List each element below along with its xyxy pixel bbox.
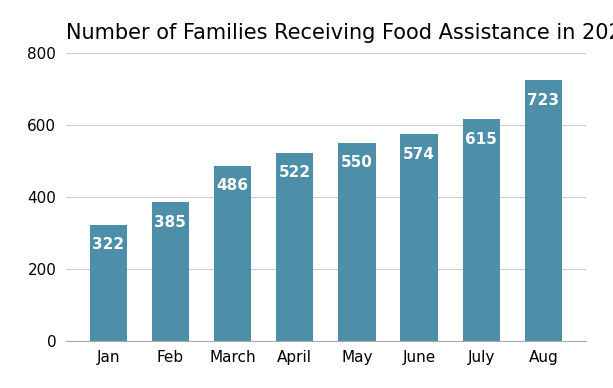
Text: 574: 574: [403, 147, 435, 161]
Text: 550: 550: [341, 155, 373, 170]
Text: 615: 615: [465, 132, 497, 147]
Text: 322: 322: [92, 237, 124, 252]
Bar: [525, 80, 562, 341]
Bar: [89, 225, 127, 341]
Text: Number of Families Receiving Food Assistance in 2024: Number of Families Receiving Food Assist…: [66, 23, 613, 43]
Text: 723: 723: [527, 93, 560, 108]
Bar: [152, 202, 189, 341]
Bar: [400, 134, 438, 341]
Bar: [338, 143, 376, 341]
Bar: [463, 119, 500, 341]
Text: 486: 486: [216, 178, 249, 193]
Text: 522: 522: [279, 165, 311, 180]
Bar: [214, 166, 251, 341]
Bar: [276, 153, 313, 341]
Text: 385: 385: [154, 215, 186, 230]
